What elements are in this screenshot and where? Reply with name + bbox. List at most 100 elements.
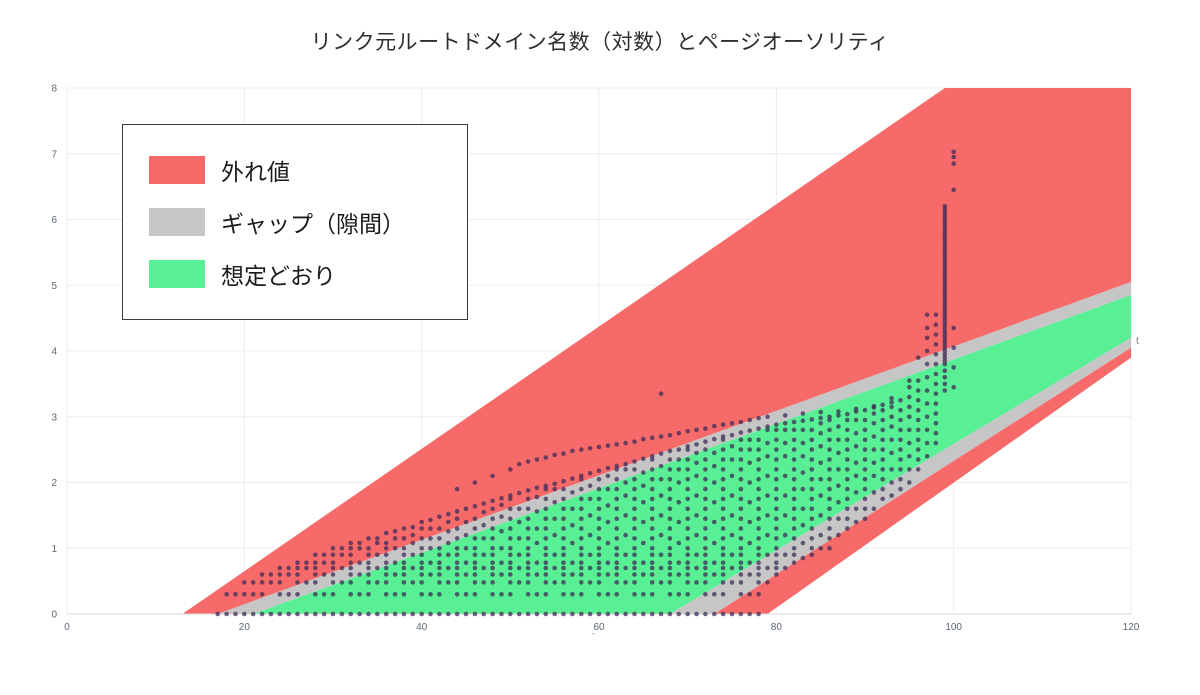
data-point — [454, 592, 460, 597]
data-point — [490, 611, 495, 617]
data-point — [694, 552, 699, 558]
data-point — [774, 572, 779, 577]
data-point — [827, 437, 832, 443]
data-point — [942, 292, 948, 298]
data-point — [685, 496, 690, 502]
data-point — [392, 560, 398, 565]
legend-item-1[interactable]: ギャップ（隙間） — [149, 205, 441, 239]
data-point — [348, 552, 354, 558]
data-point — [313, 565, 318, 571]
data-point — [579, 506, 584, 512]
data-point — [694, 450, 699, 456]
data-point — [933, 440, 939, 446]
data-point — [508, 565, 513, 571]
data-point — [880, 417, 885, 423]
data-point — [685, 546, 690, 551]
data-point — [649, 516, 655, 521]
data-point — [774, 457, 779, 462]
data-point — [596, 592, 602, 597]
data-point — [366, 580, 371, 585]
data-point — [649, 536, 655, 541]
data-point — [454, 572, 460, 577]
data-point — [499, 611, 504, 617]
data-point — [534, 540, 540, 546]
data-point — [765, 453, 770, 459]
legend-item-0[interactable]: 外れ値 — [149, 153, 441, 187]
data-point — [942, 263, 948, 268]
data-point — [401, 611, 407, 617]
data-point — [632, 611, 637, 617]
data-point — [809, 526, 815, 531]
data-point — [649, 546, 655, 551]
data-point — [951, 325, 956, 331]
data-point — [703, 560, 708, 565]
data-point — [720, 572, 726, 577]
data-point — [552, 611, 557, 617]
data-point — [800, 418, 806, 424]
data-point — [348, 546, 354, 551]
data-point — [765, 565, 770, 571]
data-point — [818, 476, 823, 482]
data-point — [747, 611, 752, 617]
data-point — [375, 540, 380, 546]
data-point — [915, 427, 921, 433]
data-point — [437, 565, 442, 571]
data-point — [295, 572, 300, 577]
data-point — [259, 592, 265, 597]
data-point — [641, 540, 646, 546]
data-point — [791, 427, 797, 433]
data-point — [720, 526, 726, 531]
data-point — [729, 532, 735, 538]
data-point — [898, 476, 903, 482]
data-point — [330, 565, 336, 571]
data-point — [357, 611, 362, 617]
data-point — [774, 486, 779, 492]
data-point — [942, 259, 948, 265]
data-point — [942, 322, 948, 328]
data-point — [401, 536, 407, 541]
data-point — [490, 572, 495, 577]
data-point — [685, 486, 690, 492]
data-point — [703, 496, 708, 502]
data-point — [880, 467, 885, 472]
data-point — [853, 506, 859, 512]
data-point — [809, 467, 815, 472]
data-point — [401, 572, 407, 577]
data-point — [880, 476, 885, 482]
data-point — [703, 552, 708, 558]
data-point — [765, 552, 770, 558]
data-point — [375, 565, 380, 571]
data-point — [641, 519, 646, 525]
legend-item-2[interactable]: 想定どおり — [149, 257, 441, 291]
data-point — [614, 516, 619, 521]
y-tick-label: 6 — [51, 215, 57, 226]
data-point — [658, 513, 664, 518]
data-point — [641, 456, 646, 462]
data-point — [676, 447, 682, 452]
data-point — [525, 536, 531, 541]
data-point — [756, 447, 761, 452]
data-point — [862, 417, 868, 423]
data-point — [756, 506, 761, 512]
data-point — [782, 440, 788, 446]
data-point — [596, 560, 602, 565]
data-point — [632, 572, 637, 577]
data-point — [401, 565, 407, 571]
data-point — [951, 161, 956, 166]
data-point — [676, 611, 682, 617]
data-point — [605, 503, 611, 508]
data-point — [304, 611, 309, 617]
data-point — [579, 565, 584, 571]
data-point — [570, 448, 575, 454]
data-point — [658, 565, 664, 571]
data-point — [791, 536, 797, 541]
data-point — [871, 506, 877, 512]
data-point — [933, 381, 939, 387]
data-point — [649, 552, 655, 558]
data-point — [774, 560, 779, 565]
data-point — [570, 540, 575, 546]
data-point — [508, 493, 513, 498]
data-point — [942, 296, 948, 301]
data-point — [942, 243, 948, 249]
